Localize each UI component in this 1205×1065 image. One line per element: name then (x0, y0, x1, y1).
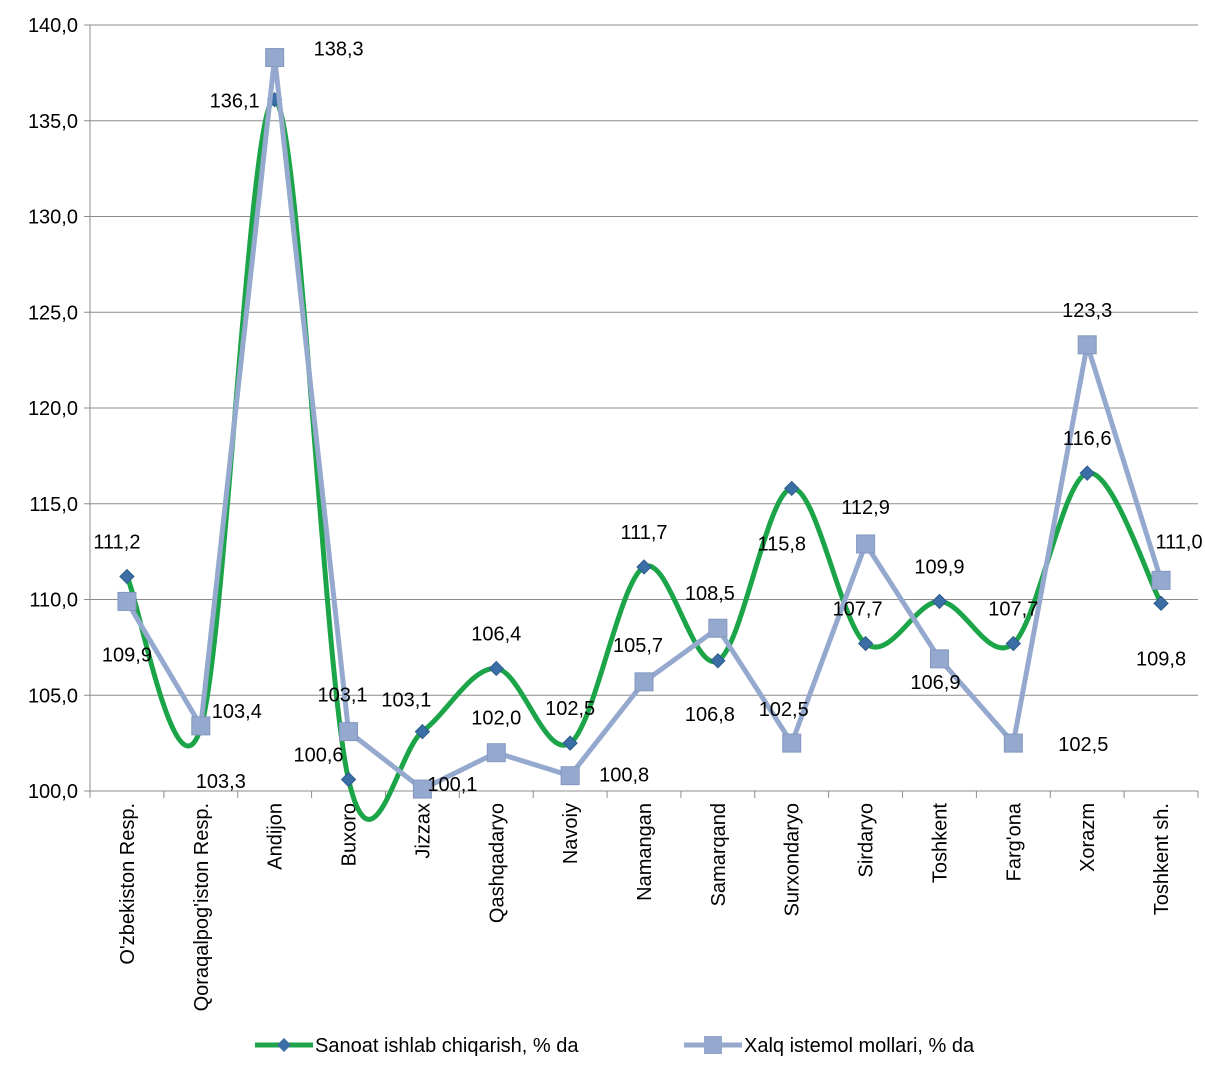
data-point (1151, 570, 1171, 590)
data-label: 109,9 (914, 556, 964, 578)
x-tick-label: O'zbekiston Resp. (117, 803, 139, 965)
data-point (782, 733, 802, 753)
data-point (560, 766, 580, 786)
data-label: 115,8 (757, 533, 806, 555)
legend-label: Sanoat ishlab chiqarish, % da (315, 1035, 579, 1057)
data-point (1079, 465, 1095, 481)
series-2 (117, 48, 1171, 799)
data-label: 123,3 (1062, 300, 1112, 322)
x-tick-label: Toshkent sh. (1151, 803, 1173, 915)
data-point (710, 653, 726, 669)
y-axis-ticks: 100,0 105,0 110,0 115,0 120,0 125,0 130,0 135,0… (28, 15, 78, 803)
y-tick-label: 130,0 (28, 207, 78, 229)
data-label: 100,1 (427, 774, 477, 796)
x-tick-label: Qashqadaryo (486, 803, 508, 923)
data-label: 105,7 (613, 635, 663, 657)
x-tick-label: Jizzax (412, 803, 434, 859)
data-label: 116,6 (1063, 428, 1112, 450)
data-label: 103,1 (318, 685, 368, 707)
data-label: 103,1 (381, 690, 431, 712)
series-line (124, 97, 1164, 822)
data-point (708, 618, 728, 638)
data-label: 102,5 (545, 698, 595, 720)
series-1 (119, 91, 1169, 822)
x-axis-ticks: O'zbekiston Resp. Qoraqalpog'iston Resp. A… (89, 791, 1199, 1011)
series-1-labels: 111,2 103,3 136,1 100,6 103,1 106,4 102,5 111,7… (93, 91, 1186, 793)
data-point (191, 716, 211, 736)
x-tick-label: Farg'ona (1003, 802, 1025, 881)
data-label: 103,3 (196, 771, 246, 793)
data-label: 106,4 (471, 623, 521, 645)
x-tick-label: Toshkent (929, 803, 951, 883)
data-point (486, 743, 506, 763)
data-point (562, 735, 578, 751)
data-label: 106,9 (910, 672, 960, 694)
x-tick-label: Buxoro (339, 803, 361, 866)
data-label: 106,8 (685, 704, 735, 726)
data-label: 111,0 (1156, 531, 1203, 553)
data-label: 112,9 (841, 497, 890, 519)
data-point (119, 568, 135, 585)
x-tick-label: Andijon (265, 803, 287, 870)
x-tick-label: Sirdaryo (856, 803, 878, 877)
data-label: 108,5 (685, 583, 735, 605)
data-point (857, 635, 874, 652)
data-point (931, 593, 948, 610)
data-label: 107,7 (988, 599, 1038, 621)
x-tick-label: Xorazm (1077, 803, 1099, 872)
grid-lines (84, 24, 1198, 792)
data-point (339, 722, 359, 742)
data-label: 109,8 (1136, 648, 1186, 670)
data-point (929, 649, 949, 669)
data-point (856, 534, 876, 554)
data-label: 138,3 (314, 39, 364, 61)
x-tick-label: Qoraqalpog'iston Resp. (191, 803, 213, 1011)
data-label: 100,6 (294, 745, 344, 767)
x-tick-label: Navoiy (560, 803, 582, 864)
data-point (117, 591, 137, 611)
data-point (265, 48, 285, 68)
data-label: 102,0 (471, 708, 521, 730)
data-point (412, 779, 432, 799)
data-point (1003, 733, 1023, 753)
y-tick-label: 120,0 (28, 398, 78, 420)
data-point (784, 480, 800, 497)
x-tick-label: Namangan (634, 803, 656, 901)
data-point (1153, 595, 1169, 612)
data-point (636, 559, 652, 575)
y-tick-label: 115,0 (29, 494, 78, 516)
y-tick-label: 140,0 (28, 15, 78, 37)
data-label: 111,2 (93, 532, 140, 554)
y-tick-label: 125,0 (28, 302, 78, 324)
data-point (634, 672, 654, 692)
legend-item: Sanoat ishlab chiqarish, % da (255, 1035, 579, 1057)
data-point (488, 660, 504, 677)
legend-marker (277, 1038, 291, 1052)
data-label: 102,5 (1058, 734, 1108, 756)
legend-item: Xalq istemol mollari, % da (684, 1035, 975, 1057)
x-tick-label: Samarqand (708, 803, 730, 906)
data-label: 109,9 (102, 644, 152, 666)
data-point (340, 771, 357, 788)
data-label: 100,8 (599, 765, 649, 787)
legend-label: Xalq istemol mollari, % da (744, 1035, 975, 1057)
x-tick-label: Surxondaryo (782, 803, 804, 916)
data-label: 107,7 (833, 599, 883, 621)
data-label: 102,5 (759, 699, 809, 721)
y-tick-label: 110,0 (29, 590, 78, 612)
legend-marker (704, 1036, 722, 1054)
data-point (1077, 335, 1097, 355)
legend: Sanoat ishlab chiqarish, % da Xalq istemo… (255, 1035, 975, 1057)
y-tick-label: 105,0 (28, 685, 78, 707)
series-2-labels: 109,9 103,4 138,3 103,1 100,1 102,0 100,8 105,7… (102, 39, 1203, 797)
data-label: 136,1 (210, 91, 260, 113)
data-label: 111,7 (620, 522, 667, 544)
data-point (1005, 635, 1022, 652)
data-label: 103,4 (212, 701, 262, 723)
y-tick-label: 100,0 (28, 781, 78, 803)
data-point (414, 723, 431, 740)
y-tick-label: 135,0 (28, 111, 78, 133)
